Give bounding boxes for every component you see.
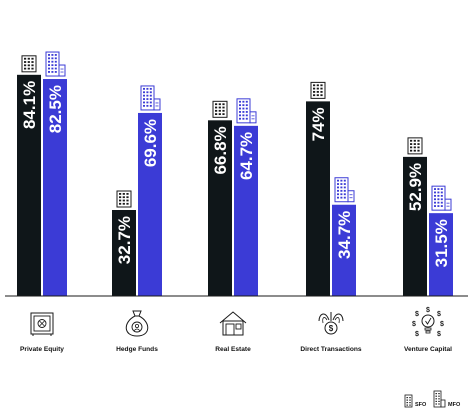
category-label: Private Equity	[20, 346, 64, 353]
lightbulb-dollar-icon: $ $ $ $ $ $ $	[412, 307, 444, 338]
house-icon	[219, 311, 247, 336]
bar-value-label: 52.9%	[406, 163, 425, 211]
bar-value-label: 34.7%	[335, 211, 354, 259]
svg-text:$: $	[426, 307, 430, 314]
small-building-icon	[212, 100, 228, 118]
bar-value-label: 32.7%	[115, 216, 134, 264]
bar-value-label: 64.7%	[237, 132, 256, 180]
small-building-icon	[407, 137, 423, 155]
bar-sfo-2	[208, 120, 232, 296]
bar-sfo-4	[403, 156, 427, 296]
svg-text:$: $	[415, 311, 419, 318]
large-building-icon	[140, 85, 161, 111]
bar-sfo-0	[17, 74, 41, 296]
bar-value-label: 31.5%	[432, 219, 451, 267]
svg-text:$: $	[437, 311, 441, 318]
large-building-icon	[45, 51, 66, 77]
category-label: Hedge Funds	[116, 346, 158, 353]
bar-value-label: 74%	[309, 107, 328, 141]
legend: SFO MFO	[404, 390, 461, 408]
category-label: Direct Transactions	[300, 346, 362, 353]
svg-text:$: $	[329, 324, 334, 333]
legend-sfo-icon	[404, 394, 413, 408]
bar-value-label: 84.1%	[20, 81, 39, 129]
bar-mfo-3	[332, 204, 356, 296]
legend-label-mfo: MFO	[448, 402, 461, 408]
bar-value-label: 66.8%	[211, 126, 230, 174]
legend-label-sfo: SFO	[415, 402, 427, 408]
svg-text:$: $	[412, 321, 416, 328]
bar-mfo-4	[429, 213, 453, 296]
svg-text:$: $	[437, 331, 441, 338]
svg-text:$: $	[440, 321, 444, 328]
bar-value-label: 82.5%	[46, 85, 65, 133]
bar-mfo-1	[138, 112, 162, 297]
bar-value-label: 69.6%	[141, 119, 160, 167]
dollar-fountain-icon: $	[318, 312, 344, 335]
large-building-icon	[236, 98, 257, 124]
svg-text:$: $	[415, 331, 419, 338]
small-building-icon	[21, 55, 37, 73]
bar-sfo-3	[306, 101, 330, 296]
bar-sfo-1	[112, 209, 136, 296]
safe-icon	[30, 312, 54, 336]
large-building-icon	[431, 185, 452, 211]
small-building-icon	[310, 81, 326, 99]
small-building-icon	[116, 190, 132, 208]
bar-mfo-0	[43, 79, 67, 297]
bar-mfo-2	[234, 125, 258, 297]
legend-mfo-icon	[433, 390, 446, 408]
money-bag-icon	[125, 310, 149, 337]
category-label: Real Estate	[215, 346, 251, 353]
large-building-icon	[334, 177, 355, 203]
category-label: Venture Capital	[404, 346, 452, 353]
